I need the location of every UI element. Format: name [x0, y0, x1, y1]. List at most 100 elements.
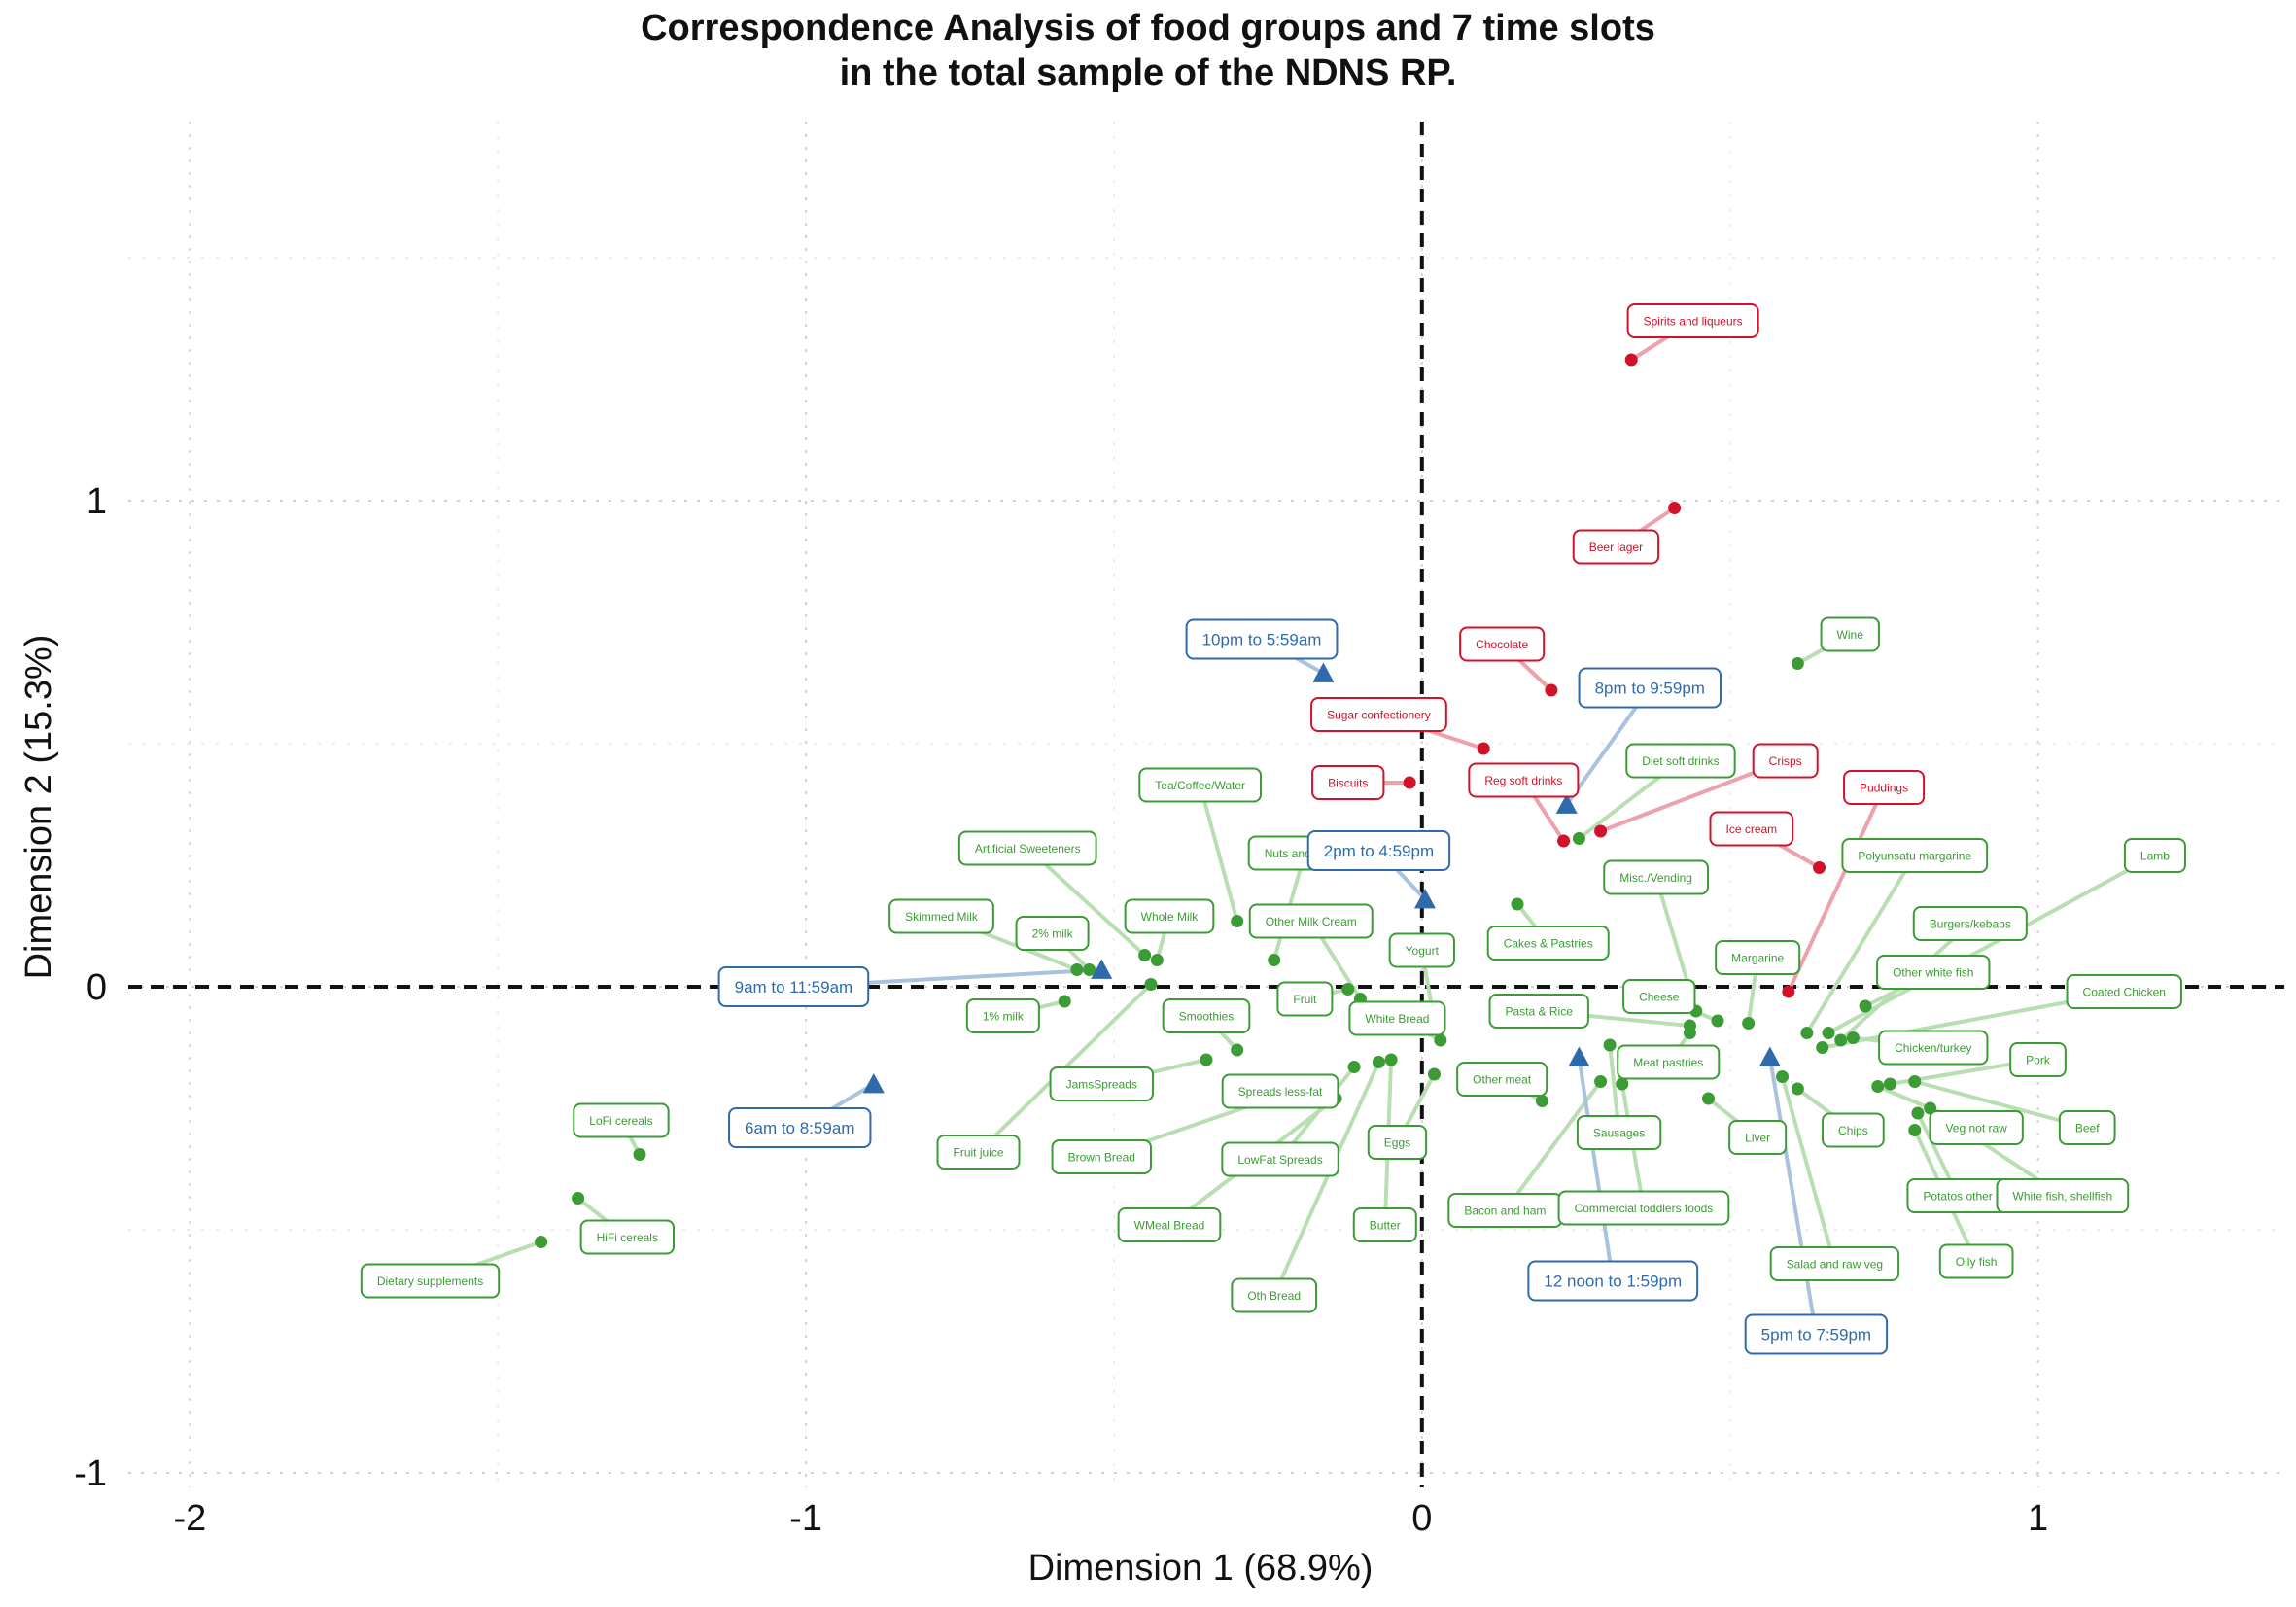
svg-text:Lamb: Lamb	[2140, 849, 2170, 862]
svg-text:10pm to 5:59am: 10pm to 5:59am	[1202, 631, 1322, 649]
food-red-label: Ice cream	[1709, 811, 1794, 847]
food-green-point	[572, 1192, 585, 1205]
food-red-point	[1668, 502, 1682, 514]
food-green-point	[1511, 897, 1524, 911]
svg-text:Smoothies: Smoothies	[1179, 1009, 1235, 1023]
food-green-point	[1144, 978, 1158, 991]
svg-text:5pm to 7:59pm: 5pm to 7:59pm	[1761, 1326, 1871, 1345]
food-green-point	[1341, 983, 1355, 996]
food-green-point	[1800, 1027, 1814, 1039]
food-green-point	[1150, 954, 1164, 966]
food-green-point	[535, 1236, 548, 1248]
svg-text:Meat pastries: Meat pastries	[1633, 1056, 1703, 1069]
food-green-label: Diet soft drinks	[1625, 743, 1736, 779]
food-green-label: LowFat Spreads	[1221, 1141, 1339, 1177]
svg-text:9am to 11:59am: 9am to 11:59am	[735, 978, 853, 996]
food-green-label: Fruit	[1276, 981, 1334, 1017]
food-green-label: White Bread	[1348, 1000, 1446, 1036]
food-green-label: Spreads less-fat	[1221, 1073, 1339, 1109]
food-green-label: Fruit juice	[936, 1135, 1021, 1170]
time-slot-point	[1312, 662, 1335, 682]
svg-text:Pork: Pork	[2026, 1053, 2051, 1066]
time-slot-point	[1413, 889, 1436, 909]
food-green-point	[1701, 1092, 1715, 1105]
food-green-label: Artificial Sweeteners	[957, 830, 1097, 866]
food-red-label: Reg soft drinks	[1468, 762, 1580, 798]
food-green-point	[1846, 1031, 1860, 1044]
svg-text:Reg soft drinks: Reg soft drinks	[1484, 774, 1562, 787]
labels-layer: Dietary supplements HiFi cereals LoFi cere…	[360, 303, 2186, 1355]
food-green-label: Chips	[1822, 1112, 1885, 1148]
food-green-label: Dietary supplements	[360, 1263, 501, 1299]
svg-text:Skimmed Milk: Skimmed Milk	[905, 910, 979, 924]
food-green-label: JamsSpreads	[1049, 1066, 1154, 1101]
svg-text:Chocolate: Chocolate	[1476, 638, 1528, 651]
food-green-point	[1883, 1077, 1896, 1091]
food-red-point	[1545, 683, 1558, 697]
food-green-point	[1683, 1027, 1696, 1039]
svg-text:Whole Milk: Whole Milk	[1141, 910, 1200, 924]
food-green-label: LoFi cereals	[573, 1102, 670, 1138]
chart-title-line-2: in the total sample of the NDNS RP.	[839, 52, 1457, 93]
svg-text:Cheese: Cheese	[1639, 990, 1680, 1003]
svg-text:LowFat Spreads: LowFat Spreads	[1237, 1153, 1322, 1167]
food-green-point	[1434, 1033, 1447, 1047]
food-red-point	[1813, 861, 1826, 874]
time-slot-label: 5pm to 7:59pm	[1744, 1313, 1889, 1355]
y-tick-label: -1	[74, 1453, 107, 1494]
time-slot-label: 12 noon to 1:59pm	[1527, 1260, 1699, 1302]
food-green-leader-line	[1198, 784, 1239, 923]
svg-text:Eggs: Eggs	[1384, 1135, 1410, 1149]
svg-text:Other white fish: Other white fish	[1893, 965, 1973, 979]
time-slot-label: 9am to 11:59am	[717, 966, 870, 1007]
food-green-label: Eggs	[1367, 1125, 1428, 1160]
food-green-label: Polyunsatu margarine	[1841, 838, 1989, 873]
food-green-label: 2% milk	[1015, 916, 1090, 951]
svg-text:Oth Bread: Oth Bread	[1247, 1289, 1301, 1303]
food-red-label: Beer lager	[1572, 529, 1660, 565]
food-green-point	[1594, 1075, 1608, 1088]
food-green-label: Veg not raw	[1929, 1110, 2024, 1145]
food-green-point	[1603, 1038, 1617, 1052]
svg-text:2% milk: 2% milk	[1032, 926, 1074, 940]
svg-text:Coated Chicken: Coated Chicken	[2083, 985, 2166, 998]
food-red-leader-line	[1787, 786, 1886, 993]
svg-text:Potatos other: Potatos other	[1923, 1189, 1992, 1203]
food-green-label: Margarine	[1715, 940, 1801, 975]
food-green-point	[1231, 915, 1244, 927]
food-green-point	[1742, 1017, 1756, 1030]
leader-lines	[429, 319, 2156, 1335]
food-green-label: Lamb	[2123, 838, 2186, 873]
food-green-label: Chicken/turkey	[1878, 1030, 1989, 1066]
svg-text:Dietary supplements: Dietary supplements	[377, 1275, 483, 1288]
x-tick-label: 1	[2028, 1498, 2048, 1539]
food-green-label: WMeal Bread	[1117, 1207, 1222, 1242]
food-green-point	[1822, 1027, 1835, 1039]
food-green-label: Misc./Vending	[1603, 859, 1709, 895]
svg-text:LoFi cereals: LoFi cereals	[589, 1114, 652, 1128]
food-green-leader-line	[1026, 847, 1146, 957]
svg-text:Spirits and liqueurs: Spirits and liqueurs	[1644, 314, 1743, 328]
food-green-leader-line	[1780, 1075, 1837, 1265]
food-green-label: Other white fish	[1876, 955, 1991, 990]
svg-text:Misc./Vending: Misc./Vending	[1619, 871, 1692, 885]
time-slot-point	[1555, 793, 1578, 814]
food-green-label: Liver	[1728, 1120, 1788, 1155]
food-green-label: Brown Bread	[1051, 1139, 1152, 1174]
svg-text:Cakes & Pastries: Cakes & Pastries	[1504, 936, 1593, 950]
svg-text:Oily fish: Oily fish	[1956, 1255, 1998, 1269]
svg-text:Pasta & Rice: Pasta & Rice	[1506, 1004, 1574, 1018]
food-green-label: 1% milk	[965, 998, 1040, 1033]
svg-text:Polyunsatu margarine: Polyunsatu margarine	[1858, 849, 1971, 862]
food-green-label: Oily fish	[1938, 1243, 2014, 1279]
food-green-label: Oth Bread	[1231, 1277, 1318, 1313]
time-slot-point	[1758, 1046, 1781, 1066]
svg-text:HiFi cereals: HiFi cereals	[597, 1231, 658, 1244]
x-axis-title: Dimension 1 (68.9%)	[1028, 1548, 1374, 1589]
food-green-label: Coated Chicken	[2066, 974, 2182, 1009]
y-axis-title: Dimension 2 (15.3%)	[18, 635, 59, 980]
food-green-label: Smoothies	[1162, 998, 1251, 1033]
svg-text:Chicken/turkey: Chicken/turkey	[1895, 1041, 1971, 1055]
food-green-label: HiFi cereals	[579, 1219, 675, 1255]
